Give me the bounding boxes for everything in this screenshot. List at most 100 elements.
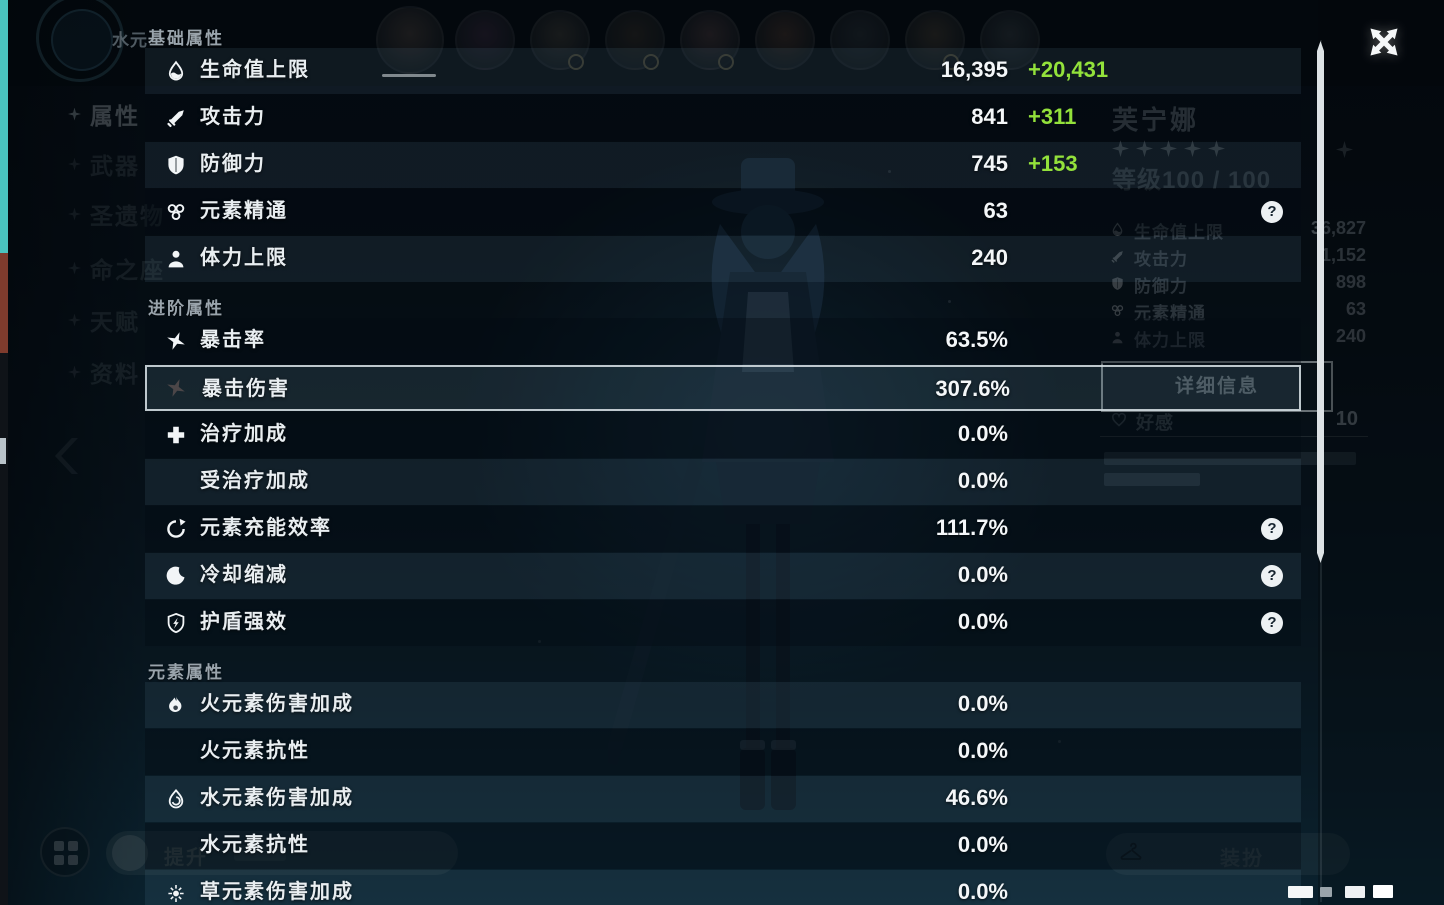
bg-stat-value: 240 <box>1335 326 1366 346</box>
element-type-label: 水元 <box>112 31 148 50</box>
bg-stat-label: 防御力 <box>1134 277 1188 296</box>
stat-value: 307.6% <box>935 376 1010 401</box>
bg-stat-value: 1,152 <box>1320 245 1366 265</box>
modal-dim-layer <box>8 0 1444 905</box>
section-header: 基础属性 <box>148 29 224 48</box>
stamina-icon <box>165 248 187 270</box>
pyro-icon <box>165 694 187 716</box>
sparkle-dot <box>948 300 951 303</box>
character-rarity-stars <box>1112 140 1225 157</box>
friendship-divider <box>1100 436 1368 437</box>
party-avatar <box>980 10 1040 70</box>
desktop-edge-strip-dark <box>0 353 8 905</box>
hp-icon <box>165 60 187 82</box>
enhance-button-label: 提升 <box>164 847 208 869</box>
stat-bonus-value: +311 <box>1028 104 1077 129</box>
stat-label: 护盾强效 <box>200 611 288 633</box>
stat-row[interactable]: 元素充能效率 111.7%? <box>145 506 1301 552</box>
stat-label: 水元素伤害加成 <box>200 787 354 809</box>
stat-row[interactable]: 暴击伤害 307.6% <box>145 365 1301 411</box>
stat-label: 攻击力 <box>200 106 266 128</box>
stat-label: 治疗加成 <box>200 423 288 445</box>
stat-row[interactable]: 体力上限 240 <box>145 236 1301 282</box>
help-question-icon[interactable]: ? <box>1261 201 1283 223</box>
stat-row[interactable]: 草元素伤害加成 0.0% <box>145 870 1301 905</box>
stat-row[interactable]: 元素精通 63? <box>145 189 1301 235</box>
stat-value: 111.7% <box>935 515 1008 540</box>
dress-button: 装扮 <box>1106 833 1350 875</box>
stat-bonus-value: +20,431 <box>1028 57 1109 82</box>
stat-row[interactable]: 水元素伤害加成 46.6% <box>145 776 1301 822</box>
bg-stat-row: 元素精通 63 <box>1108 299 1366 325</box>
bottom-dash <box>1288 886 1313 898</box>
stat-value: 0.0% <box>957 738 1008 763</box>
dendro-icon <box>165 882 187 904</box>
bg-stat-value: 36,827 <box>1310 218 1366 238</box>
stat-label: 受治疗加成 <box>200 470 310 492</box>
hydro-icon <box>165 788 187 810</box>
help-question-icon[interactable]: ? <box>1261 565 1283 587</box>
close-button[interactable] <box>1360 18 1408 66</box>
friendship-heart-icon <box>1112 412 1126 427</box>
stat-label: 元素充能效率 <box>200 517 332 539</box>
party-avatar <box>376 6 444 74</box>
bg-stat-label: 体力上限 <box>1134 331 1206 350</box>
party-grid-button <box>40 827 90 877</box>
stat-label: 冷却缩减 <box>200 564 288 586</box>
stat-row[interactable]: 受治疗加成 0.0% <box>145 459 1301 505</box>
bg-stat-value: 63 <box>1345 299 1366 319</box>
stat-value: 46.6% <box>945 785 1008 810</box>
character-name: 芙宁娜 <box>1112 105 1200 135</box>
stat-value: 0.0% <box>957 609 1008 634</box>
dress-button-label: 装扮 <box>1220 848 1264 870</box>
stat-row[interactable]: 护盾强效 0.0%? <box>145 600 1301 646</box>
stat-value: 240 <box>971 245 1008 270</box>
help-question-icon[interactable]: ? <box>1261 518 1283 540</box>
bottom-dash <box>1320 887 1332 897</box>
stat-label: 水元素抗性 <box>200 834 310 856</box>
stat-row[interactable]: 防御力 +153 745 <box>145 142 1301 188</box>
desktop-edge-strip-red <box>0 253 8 353</box>
stat-value: 16,395 <box>940 57 1008 82</box>
stat-value: 0.0% <box>957 468 1008 493</box>
friendship-desc-line <box>1104 452 1356 465</box>
stat-label: 防御力 <box>200 153 266 175</box>
bg-stat-row: 防御力 898 <box>1108 272 1366 298</box>
scrollbar-thumb[interactable] <box>1317 41 1324 563</box>
bottom-dash <box>1345 886 1365 898</box>
right-shade <box>1318 0 1444 905</box>
stat-label: 火元素抗性 <box>200 740 310 762</box>
stat-row[interactable]: 火元素抗性 0.0% <box>145 729 1301 775</box>
stat-value: 63.5% <box>945 327 1008 352</box>
stat-label: 暴击伤害 <box>202 378 290 400</box>
party-avatar <box>830 10 890 70</box>
atk-icon <box>1110 249 1125 264</box>
bg-stat-label: 生命值上限 <box>1134 223 1224 242</box>
details-info-button: 详细信息 <box>1101 361 1333 412</box>
no-icon <box>165 835 187 857</box>
stat-row[interactable]: 暴击率 63.5% <box>145 318 1301 364</box>
stat-row[interactable]: 生命值上限 +20,431 16,395 <box>145 48 1301 94</box>
healing-bonus-icon <box>165 424 187 446</box>
friendship-desc-line <box>1104 473 1200 486</box>
enhance-label-obscured <box>234 845 286 861</box>
stat-row[interactable]: 攻击力 +311 841 <box>145 95 1301 141</box>
character-level: 等级100 / 100 <box>1112 167 1272 194</box>
elemental-mastery-icon <box>1110 303 1125 318</box>
stat-row[interactable]: 治疗加成 0.0% <box>145 412 1301 458</box>
stat-label: 火元素伤害加成 <box>200 693 354 715</box>
help-question-icon[interactable]: ? <box>1261 612 1283 634</box>
stat-row[interactable]: 水元素抗性 0.0% <box>145 823 1301 869</box>
atk-icon <box>165 107 187 129</box>
stat-row[interactable]: 冷却缩减 0.0%? <box>145 553 1301 599</box>
nav-item-1: 属性 <box>68 101 140 129</box>
avatar-element-badge-icon <box>568 54 584 70</box>
selected-avatar-indicator <box>382 74 436 77</box>
game-window: 水元 属性 武器 圣遗物 命之座 天赋 资料 芙宁娜 等级100 / 100 生命值上限 3… <box>8 0 1444 905</box>
stat-row[interactable]: 火元素伤害加成 0.0% <box>145 682 1301 728</box>
avatar-element-badge-icon <box>943 54 959 70</box>
nav-item-3: 圣遗物 <box>68 201 165 229</box>
no-icon <box>165 471 187 493</box>
nav-item-5: 天赋 <box>68 307 140 335</box>
